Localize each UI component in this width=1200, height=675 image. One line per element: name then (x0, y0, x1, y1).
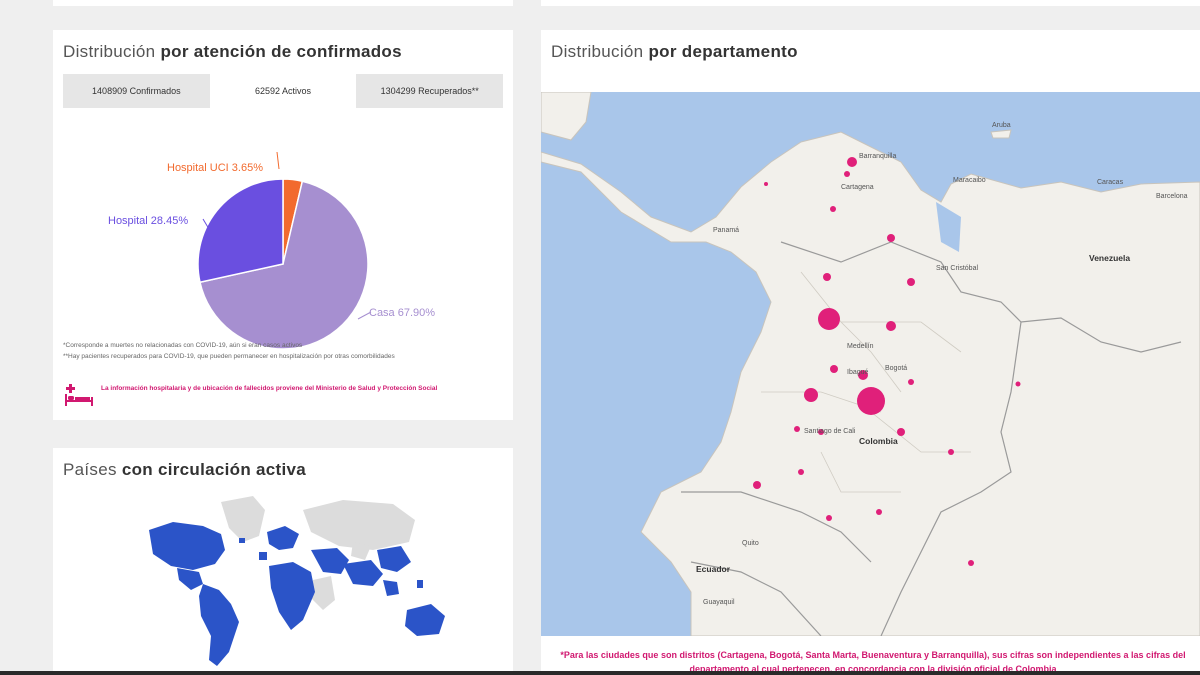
bubble-cordoba[interactable] (823, 273, 831, 281)
label-san-cristobal: San Cristóbal (936, 265, 978, 272)
country-labels: Venezuela Colombia Ecuador (696, 253, 1130, 574)
previous-card-left (53, 0, 513, 6)
world-map (149, 496, 445, 666)
lake-maracaibo (936, 202, 961, 252)
status-tabs: 1408909 Confirmados 62592 Activos 130429… (63, 74, 503, 108)
department-card: Distribución por departamento (541, 30, 1200, 675)
bubble-caqueta[interactable] (876, 509, 882, 515)
label-maracaibo: Maracaibo (953, 177, 986, 184)
countries-title-light: Países (63, 460, 117, 479)
source-note-text: La información hospitalaria y de ubicaci… (101, 385, 438, 392)
bubble-arauca[interactable] (1015, 381, 1021, 387)
pie-label-casa: Casa 67.90% (369, 307, 435, 319)
label-line-uci (276, 151, 280, 170)
bubble-cauca[interactable] (818, 429, 824, 435)
countries-title-bold: con circulación activa (121, 460, 307, 479)
label-venezuela: Venezuela (1089, 253, 1130, 263)
distribution-card: Distribución por atención de confirmados… (53, 30, 513, 420)
mainland (541, 131, 1200, 636)
label-bogota: Bogotá (885, 365, 907, 372)
bubble-santander[interactable] (886, 321, 896, 331)
distribution-title: Distribución por atención de confirmados (63, 42, 402, 62)
pie-label-hospital: Hospital 28.45% (108, 215, 188, 227)
bubble-caldas[interactable] (830, 365, 838, 373)
label-aruba: Aruba (992, 122, 1011, 129)
tab-recuperados[interactable]: 1304299 Recuperados** (380, 86, 479, 96)
previous-card-right (541, 0, 1200, 6)
attention-pie-chart: Hospital UCI 3.65% Hospital 28.45% Casa … (108, 151, 435, 350)
distribution-title-light: Distribución (63, 42, 156, 61)
aruba-island (990, 129, 1012, 139)
central-america-north (541, 92, 592, 141)
tab-activos[interactable]: 62592 Activos (209, 74, 357, 108)
bubble-meta[interactable] (897, 428, 905, 436)
label-panama: Panamá (713, 227, 739, 234)
department-title-light: Distribución (551, 42, 644, 61)
distribution-title-bold: por atención de confirmados (160, 42, 402, 61)
label-line-hospital (202, 218, 210, 230)
label-ibague: Ibagué (847, 369, 869, 376)
footnote-1: *Corresponde a muertes no relacionadas c… (63, 342, 303, 349)
source-note: La información hospitalaria y de ubicaci… (63, 382, 508, 408)
label-cartagena: Cartagena (841, 184, 874, 191)
bubble-vaupes[interactable] (968, 560, 974, 566)
label-quito: Quito (742, 540, 759, 547)
bubble-norte-santander[interactable] (907, 278, 915, 286)
countries-title: Países con circulación activa (63, 460, 306, 480)
footnote-2: **Hay pacientes recuperados para COVID-1… (63, 353, 395, 360)
bubble-antioquia[interactable] (818, 308, 840, 330)
districts-note: *Para las ciudades que son distritos (Ca… (560, 650, 1186, 674)
label-cali: Santiago de Cali (804, 428, 856, 435)
inactive-countries (221, 496, 415, 610)
bubble-bogota[interactable] (857, 387, 885, 415)
bubble-barranquilla[interactable] (847, 157, 857, 167)
tab-confirmados[interactable]: 1408909 Confirmados (92, 86, 181, 96)
label-caracas: Caracas (1097, 179, 1124, 186)
department-title: Distribución por departamento (551, 42, 798, 62)
active-countries (149, 522, 445, 666)
label-ecuador: Ecuador (696, 564, 731, 574)
department-map[interactable]: Barranquilla Cartagena Maracaibo Caracas… (541, 92, 1200, 636)
map-labels: Barranquilla Cartagena Maracaibo Caracas… (703, 122, 1188, 606)
bubble-casanare[interactable] (908, 379, 914, 385)
bubble-tolima[interactable] (858, 370, 868, 380)
label-guayaquil: Guayaquil (703, 599, 735, 606)
pie-slice-hospital[interactable] (197, 178, 284, 284)
case-bubbles (753, 157, 1021, 566)
bubble-huila[interactable] (798, 469, 804, 475)
bubble-quindio[interactable] (794, 426, 800, 432)
bubble-vichada[interactable] (948, 449, 954, 455)
label-medellin: Medellín (847, 343, 874, 350)
label-barranquilla: Barranquilla (859, 153, 896, 160)
label-barcelona: Barcelona (1156, 193, 1188, 200)
borders (681, 241, 1182, 636)
countries-card: Países con circulación activa (53, 448, 513, 675)
bubble-narino[interactable] (753, 481, 761, 489)
pie-label-uci: Hospital UCI 3.65% (167, 162, 263, 174)
bubble-putumayo[interactable] (826, 515, 832, 521)
bubble-san-andres[interactable] (764, 182, 768, 186)
bottom-bar (0, 671, 1200, 675)
label-line-casa (357, 311, 372, 320)
bubble-cesar[interactable] (887, 234, 895, 242)
bubble-santa-marta[interactable] (844, 171, 850, 177)
pie-slice-casa[interactable] (199, 180, 369, 350)
department-title-bold: por departamento (648, 42, 798, 61)
label-colombia: Colombia (859, 436, 898, 446)
footnotes: *Corresponde a muertes no relacionadas c… (63, 340, 508, 362)
hospital-bed-icon (65, 384, 93, 406)
bubble-valle[interactable] (804, 388, 818, 402)
bubble-cartagena[interactable] (830, 206, 836, 212)
